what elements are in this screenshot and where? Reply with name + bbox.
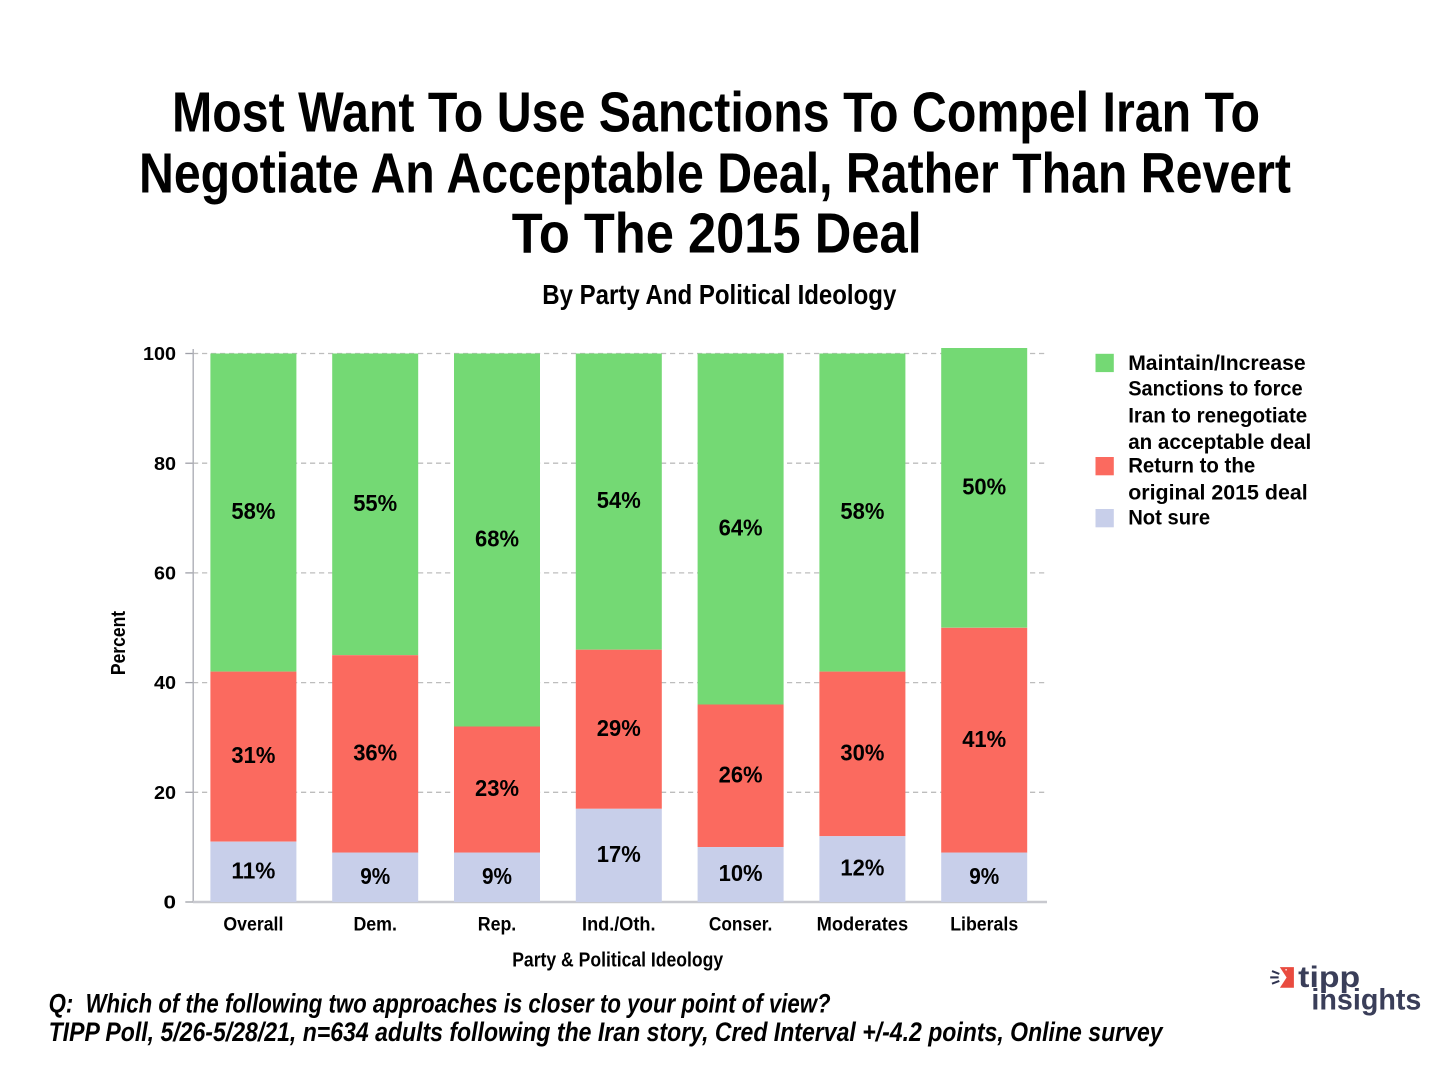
svg-text:10%: 10%	[719, 860, 763, 886]
svg-text:23%: 23%	[475, 775, 519, 801]
svg-text:29%: 29%	[597, 715, 641, 741]
svg-text:Percent: Percent	[107, 611, 130, 675]
svg-text:11%: 11%	[231, 857, 275, 883]
svg-text:Iran to renegotiate: Iran to renegotiate	[1128, 404, 1307, 428]
svg-text:31%: 31%	[231, 742, 275, 768]
svg-text:Party & Political Ideology: Party & Political Ideology	[512, 950, 724, 972]
svg-text:Most Want To Use Sanctions To: Most Want To Use Sanctions To Compel Ira…	[172, 81, 1260, 145]
svg-text:Dem.: Dem.	[353, 914, 397, 936]
svg-text:55%: 55%	[353, 490, 397, 516]
svg-text:64%: 64%	[719, 515, 763, 541]
svg-text:Overall: Overall	[223, 914, 283, 936]
svg-text:insights: insights	[1311, 984, 1421, 1017]
svg-text:58%: 58%	[231, 498, 275, 524]
svg-text:30%: 30%	[840, 740, 884, 766]
svg-text:80: 80	[154, 453, 176, 474]
svg-text:40: 40	[154, 672, 176, 693]
svg-text:0: 0	[164, 892, 177, 913]
svg-text:Not sure: Not sure	[1128, 506, 1210, 530]
svg-text:9%: 9%	[360, 863, 390, 889]
svg-text:9%: 9%	[969, 863, 999, 889]
svg-text:To The 2015 Deal: To The 2015 Deal	[512, 202, 922, 266]
svg-text:100: 100	[143, 343, 176, 364]
svg-text:TIPP Poll, 5/26-5/28/21, n=634: TIPP Poll, 5/26-5/28/21, n=634 adults fo…	[49, 1017, 1165, 1047]
svg-text:41%: 41%	[962, 726, 1006, 752]
svg-text:By Party And Political Ideolog: By Party And Political Ideology	[542, 279, 896, 310]
svg-text:36%: 36%	[353, 740, 397, 766]
svg-text:Rep.: Rep.	[478, 914, 517, 936]
svg-text:Ind./Oth.: Ind./Oth.	[582, 914, 656, 936]
svg-text:Conser.: Conser.	[709, 914, 773, 936]
svg-text:Negotiate An Acceptable Deal,: Negotiate An Acceptable Deal, Rather Tha…	[139, 142, 1291, 206]
svg-text:58%: 58%	[840, 498, 884, 524]
svg-text:Maintain/Increase: Maintain/Increase	[1128, 351, 1306, 375]
svg-text:20: 20	[154, 782, 176, 803]
svg-text:12%: 12%	[840, 855, 884, 881]
svg-text:an acceptable deal: an acceptable deal	[1128, 430, 1311, 454]
svg-text:26%: 26%	[719, 761, 763, 787]
svg-text:original 2015 deal: original 2015 deal	[1128, 480, 1308, 504]
svg-text:Q: Which of the following two: Q: Which of the following two approaches…	[49, 989, 831, 1019]
svg-text:Moderates: Moderates	[817, 914, 909, 936]
svg-text:54%: 54%	[597, 487, 641, 513]
svg-text:9%: 9%	[482, 863, 512, 889]
svg-text:68%: 68%	[475, 526, 519, 552]
svg-text:Liberals: Liberals	[950, 914, 1018, 936]
svg-text:Sanctions to force: Sanctions to force	[1128, 377, 1303, 401]
svg-text:Return to the: Return to the	[1128, 454, 1255, 478]
svg-text:60: 60	[154, 563, 176, 584]
svg-text:17%: 17%	[597, 841, 641, 867]
svg-text:50%: 50%	[962, 474, 1006, 500]
svg-text:tipp: tipp	[1298, 961, 1360, 994]
